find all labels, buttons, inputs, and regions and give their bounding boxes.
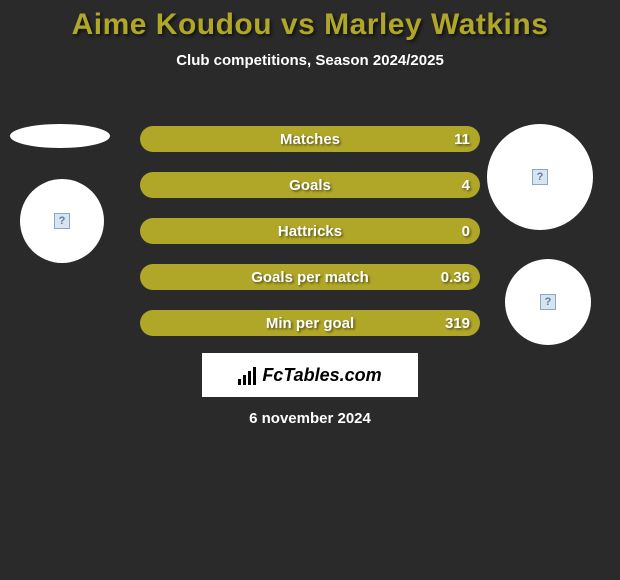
- stat-bar-row: Min per goal 319: [140, 310, 480, 336]
- subtitle: Club competitions, Season 2024/2025: [0, 52, 620, 69]
- stat-bars: Matches 11 Goals 4 Hattricks 0 Goals per match…: [140, 126, 480, 356]
- avatar-circle: ?: [487, 124, 593, 230]
- stat-bar-row: Matches 11: [140, 126, 480, 152]
- image-placeholder-icon: ?: [532, 169, 548, 185]
- avatar-circle: ?: [20, 179, 104, 263]
- stat-bar-value: 11: [454, 131, 470, 148]
- image-placeholder-icon: ?: [540, 294, 556, 310]
- chart-icon: [238, 365, 256, 385]
- stat-bar-value: 4: [462, 177, 470, 194]
- branding-text: FcTables.com: [262, 365, 381, 386]
- decor-ellipse-left: [10, 124, 110, 148]
- stat-bar-value: 319: [445, 315, 470, 332]
- stat-bar-row: Goals 4: [140, 172, 480, 198]
- stat-bar-label: Matches: [280, 131, 340, 148]
- stat-bar-row: Hattricks 0: [140, 218, 480, 244]
- stat-bar-label: Goals: [289, 177, 331, 194]
- stat-bar-label: Hattricks: [278, 223, 342, 240]
- avatar-circle: ?: [505, 259, 591, 345]
- date-line: 6 november 2024: [0, 410, 620, 427]
- image-placeholder-icon: ?: [54, 213, 70, 229]
- stat-bar-row: Goals per match 0.36: [140, 264, 480, 290]
- page-title: Aime Koudou vs Marley Watkins: [0, 0, 620, 42]
- stat-bar-label: Goals per match: [251, 269, 369, 286]
- stat-bar-value: 0.36: [441, 269, 470, 286]
- branding-box: FcTables.com: [202, 353, 418, 397]
- stat-bar-label: Min per goal: [266, 315, 354, 332]
- stat-bar-value: 0: [462, 223, 470, 240]
